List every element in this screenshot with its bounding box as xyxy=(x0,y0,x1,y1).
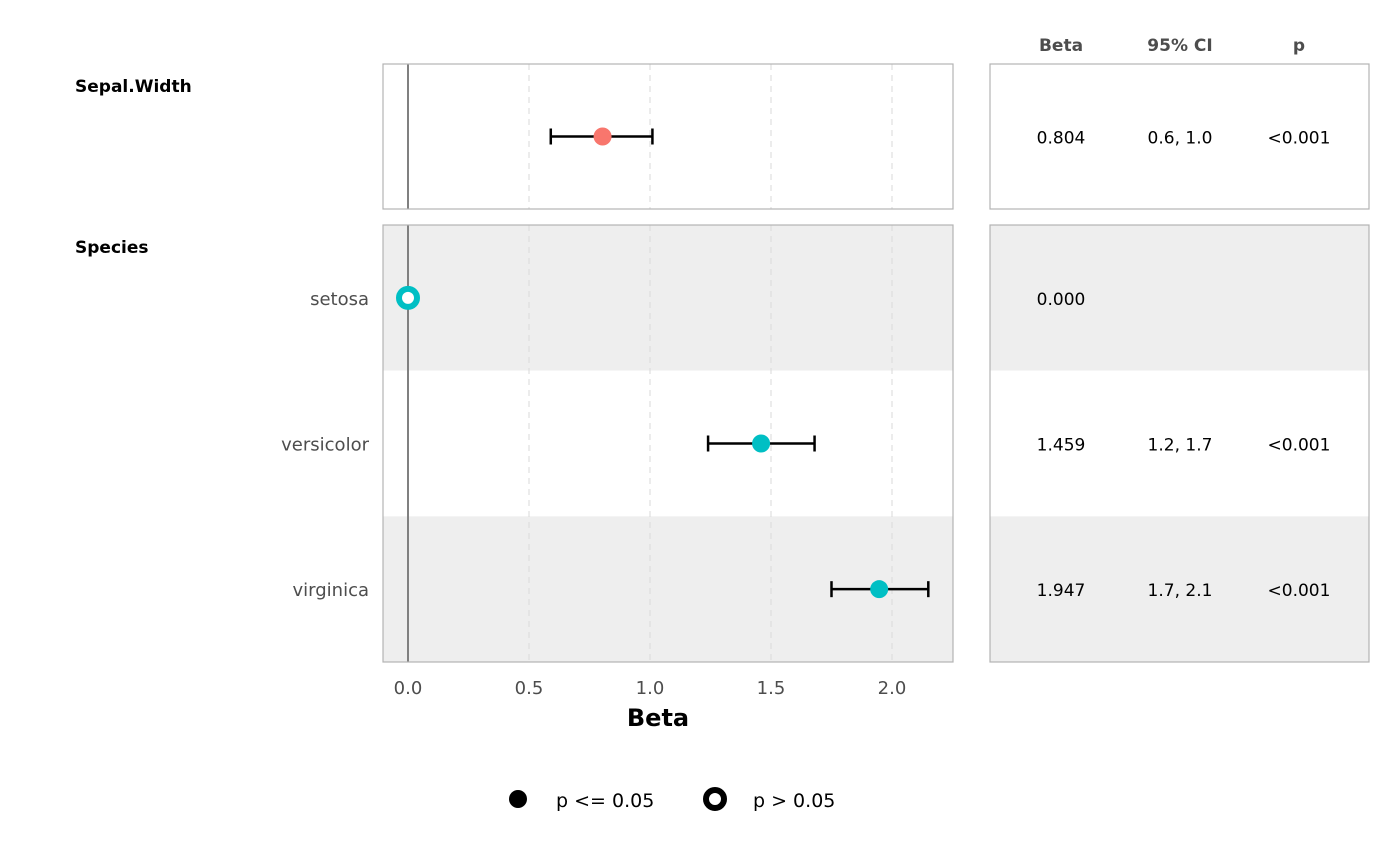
table-row-stripe xyxy=(990,516,1369,662)
point-estimate-open xyxy=(396,285,420,310)
x-tick-label: 2.0 xyxy=(878,678,907,699)
beta-value: 1.459 xyxy=(1037,436,1086,456)
x-axis-title: Beta xyxy=(627,704,689,732)
p-value: <0.001 xyxy=(1268,129,1331,149)
plot-panel-border xyxy=(382,224,954,663)
x-tick-label: 0.0 xyxy=(394,678,423,699)
row-label: versicolor xyxy=(281,435,369,456)
table-header: p xyxy=(1293,36,1305,56)
legend-label: p > 0.05 xyxy=(753,790,835,812)
beta-value: 0.804 xyxy=(1037,129,1086,149)
table-panel-border xyxy=(989,224,1370,663)
beta-value: 0.000 xyxy=(1037,290,1086,310)
row-stripe xyxy=(383,64,953,209)
p-value: <0.001 xyxy=(1268,436,1331,456)
table-panel-border xyxy=(989,63,1370,210)
row-stripe xyxy=(383,370,953,517)
legend-label: p <= 0.05 xyxy=(556,790,654,812)
point-estimate xyxy=(870,580,889,599)
x-tick-label: 0.5 xyxy=(515,678,544,699)
x-tick-label: 1.5 xyxy=(757,678,786,699)
beta-value: 1.947 xyxy=(1037,581,1086,601)
point-estimate xyxy=(752,434,771,453)
table-row-stripe xyxy=(990,370,1369,517)
table-row-stripe xyxy=(990,64,1369,209)
row-label: virginica xyxy=(293,580,370,601)
row-stripe xyxy=(383,225,953,371)
group-label: Species xyxy=(75,238,149,258)
x-tick-label: 1.0 xyxy=(636,678,665,699)
row-label: setosa xyxy=(310,289,369,310)
legend-filled-circle-icon xyxy=(509,790,527,808)
ci-value: 1.2, 1.7 xyxy=(1148,436,1213,456)
table-row-stripe xyxy=(990,225,1369,371)
plot-panel-border xyxy=(382,63,954,210)
p-value: <0.001 xyxy=(1268,581,1331,601)
ci-value: 0.6, 1.0 xyxy=(1148,129,1213,149)
table-header: 95% CI xyxy=(1147,36,1212,56)
group-label: Sepal.Width xyxy=(75,77,192,97)
point-estimate xyxy=(593,127,612,146)
ci-value: 1.7, 2.1 xyxy=(1148,581,1213,601)
table-header: Beta xyxy=(1039,36,1083,56)
legend-open-circle-icon xyxy=(703,787,727,811)
